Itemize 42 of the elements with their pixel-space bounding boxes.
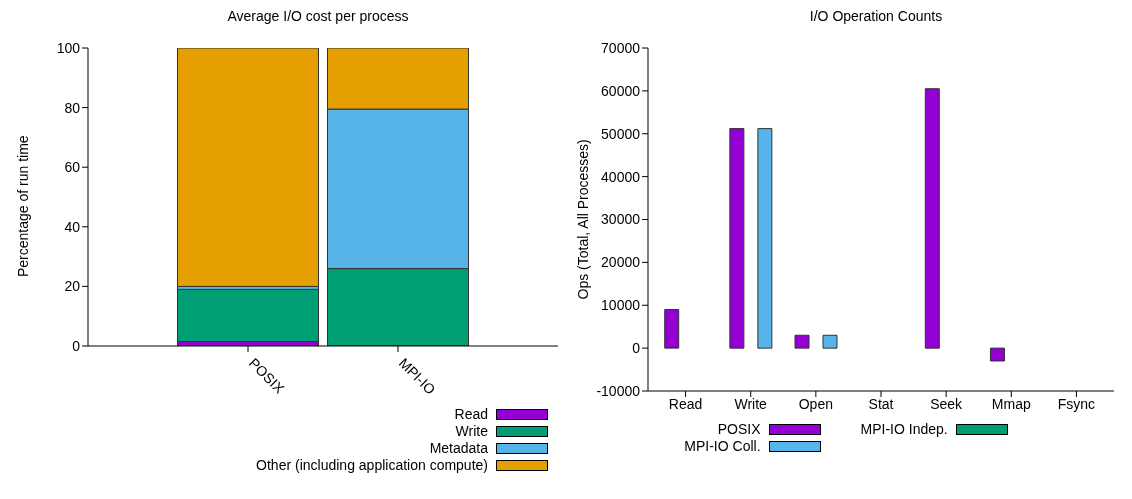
x-tick-label: Mmap bbox=[991, 395, 1031, 412]
legend-label: Write bbox=[455, 423, 488, 439]
y-tick-label: 20 bbox=[64, 278, 81, 295]
legend-label: Other (including application compute) bbox=[256, 457, 488, 473]
y-tick-label: 70000 bbox=[601, 39, 641, 56]
y-tick-label: 60000 bbox=[601, 82, 641, 99]
y-tick-label: 0 bbox=[632, 340, 641, 357]
x-tick-label: Stat bbox=[868, 395, 894, 412]
y-tick-label: 50000 bbox=[601, 125, 641, 142]
legend-label: MPI-IO Indep. bbox=[860, 421, 948, 437]
legend-label: MPI-IO Coll. bbox=[684, 438, 761, 454]
x-tick-label: Seek bbox=[930, 395, 964, 412]
bar bbox=[924, 88, 940, 349]
y-tick-label: 0 bbox=[72, 337, 81, 354]
y-tick-label: 40 bbox=[64, 218, 81, 235]
bar bbox=[664, 309, 680, 349]
bar bbox=[989, 347, 1005, 362]
bar bbox=[822, 334, 838, 349]
y-tick-label: 30000 bbox=[601, 211, 641, 228]
y-tick-label: 80 bbox=[64, 99, 81, 116]
y-axis-title: Percentage of run time bbox=[14, 135, 31, 277]
y-tick-label: -10000 bbox=[596, 382, 641, 399]
y-tick-label: 60 bbox=[64, 159, 81, 176]
bar bbox=[757, 128, 773, 349]
legend-label: Read bbox=[454, 406, 488, 422]
x-tick-label: Open bbox=[798, 395, 833, 412]
x-tick-label: Write bbox=[734, 395, 768, 412]
x-tick-label: Read bbox=[668, 395, 703, 412]
y-tick-label: 20000 bbox=[601, 254, 641, 271]
x-tick-label: Fsync bbox=[1057, 395, 1096, 412]
chart-title: I/O Operation Counts bbox=[808, 8, 944, 26]
y-axis-title: Ops (Total, All Processes) bbox=[574, 139, 591, 300]
legend-label: POSIX bbox=[717, 421, 761, 437]
bar bbox=[729, 128, 745, 349]
y-tick-label: 100 bbox=[56, 39, 81, 56]
legend-label: Metadata bbox=[429, 440, 488, 456]
y-tick-label: 40000 bbox=[601, 168, 641, 185]
bar bbox=[177, 48, 319, 287]
bar bbox=[794, 334, 810, 349]
y-tick-label: 10000 bbox=[601, 297, 641, 314]
bar bbox=[177, 288, 319, 343]
chart-title: Average I/O cost per process bbox=[226, 8, 410, 26]
